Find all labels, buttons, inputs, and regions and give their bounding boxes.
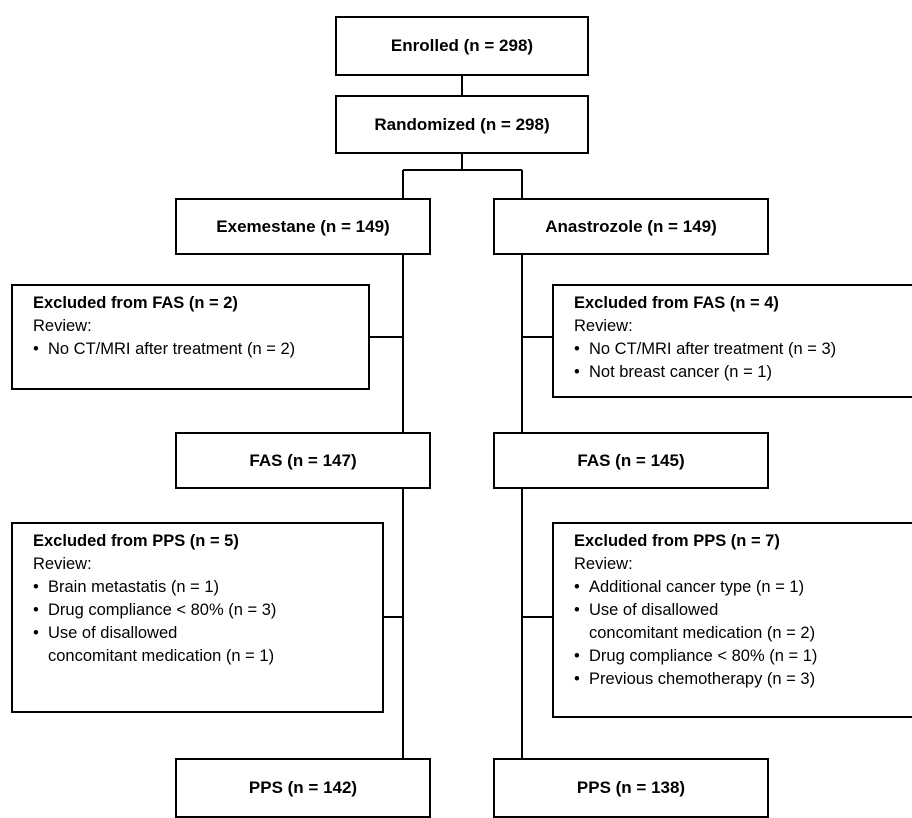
list-item-text-continued: concomitant medication (n = 1) xyxy=(48,647,275,665)
left-excluded-pps-review: Review: xyxy=(33,555,92,573)
right-fas-label: FAS (n = 145) xyxy=(577,450,685,470)
exemestane-box: Exemestane (n = 149) xyxy=(175,198,431,255)
list-item-text: Previous chemotherapy (n = 3) xyxy=(589,670,816,688)
right-excluded-pps-box: Excluded from PPS (n = 7) Review: • Addit… xyxy=(552,522,912,718)
list-item-text: No CT/MRI after treatment (n = 2) xyxy=(48,340,296,358)
right-pps-box: PPS (n = 138) xyxy=(493,758,769,818)
anastrozole-label: Anastrozole (n = 149) xyxy=(545,216,717,236)
list-item: • No CT/MRI after treatment (n = 2) xyxy=(33,340,296,358)
list-item-text: Use of disallowed xyxy=(589,601,719,619)
randomized-label: Randomized (n = 298) xyxy=(374,114,550,134)
left-fas-box: FAS (n = 147) xyxy=(175,432,431,489)
right-excluded-fas-box: Excluded from FAS (n = 4) Review: • No CT… xyxy=(552,284,912,398)
left-fas-label: FAS (n = 147) xyxy=(249,450,357,470)
right-excluded-pps-list: • Additional cancer type (n = 1) • Use of … xyxy=(574,576,912,691)
list-item: • Drug compliance < 80% (n = 3) xyxy=(33,601,277,619)
list-item-text: Brain metastatis (n = 1) xyxy=(48,578,220,596)
list-item: • Previous chemotherapy (n = 3) xyxy=(574,670,816,688)
left-pps-label: PPS (n = 142) xyxy=(248,778,358,797)
list-item: • Additional cancer type (n = 1) xyxy=(574,578,805,596)
right-excluded-fas-review: Review: xyxy=(574,317,633,335)
list-item-text-continued: concomitant medication (n = 2) xyxy=(589,624,816,642)
list-item-text: Additional cancer type (n = 1) xyxy=(589,578,805,596)
left-pps-box: PPS (n = 142) xyxy=(175,758,431,818)
left-excluded-pps-box: Excluded from PPS (n = 5) Review: • Brain… xyxy=(11,522,384,713)
list-item-text: Drug compliance < 80% (n = 3) xyxy=(48,601,277,619)
list-item: • Brain metastatis (n = 1) xyxy=(33,578,220,596)
list-item-text: No CT/MRI after treatment (n = 3) xyxy=(589,340,837,358)
list-item: • Not breast cancer (n = 1) xyxy=(574,363,772,381)
anastrozole-box: Anastrozole (n = 149) xyxy=(493,198,769,255)
left-excluded-pps-list: • Brain metastatis (n = 1) • Drug complian… xyxy=(33,576,382,668)
enrolled-label: Enrolled (n = 298) xyxy=(390,36,534,55)
right-pps-label: PPS (n = 138) xyxy=(576,778,686,797)
left-excluded-fas-box: Excluded from FAS (n = 2) Review: • No CT… xyxy=(11,284,370,390)
right-excluded-fas-title: Excluded from FAS (n = 4) xyxy=(574,294,779,312)
list-item-text: Use of disallowed xyxy=(48,624,178,642)
right-excluded-fas-list: • No CT/MRI after treatment (n = 3) • Not … xyxy=(574,338,912,384)
left-excluded-fas-review: Review: xyxy=(33,317,92,335)
list-item: • No CT/MRI after treatment (n = 3) xyxy=(574,340,837,358)
left-excluded-pps-title: Excluded from PPS (n = 5) xyxy=(33,532,239,550)
list-item: • Use of disallowed concomitant medication… xyxy=(574,599,912,645)
list-item: • Drug compliance < 80% (n = 1) xyxy=(574,647,818,665)
list-item-text: Drug compliance < 80% (n = 1) xyxy=(589,647,818,665)
right-fas-box: FAS (n = 145) xyxy=(493,432,769,489)
list-item: • Use of disallowed concomitant medication… xyxy=(33,622,382,668)
right-excluded-pps-review: Review: xyxy=(574,555,633,573)
randomized-box: Randomized (n = 298) xyxy=(335,95,589,154)
left-excluded-fas-list: • No CT/MRI after treatment (n = 2) xyxy=(33,338,368,361)
enrolled-box: Enrolled (n = 298) xyxy=(335,16,589,76)
exemestane-label: Exemestane (n = 149) xyxy=(216,216,390,236)
left-excluded-fas-title: Excluded from FAS (n = 2) xyxy=(33,294,238,312)
list-item-text: Not breast cancer (n = 1) xyxy=(589,363,772,381)
right-excluded-pps-title: Excluded from PPS (n = 7) xyxy=(574,532,780,550)
